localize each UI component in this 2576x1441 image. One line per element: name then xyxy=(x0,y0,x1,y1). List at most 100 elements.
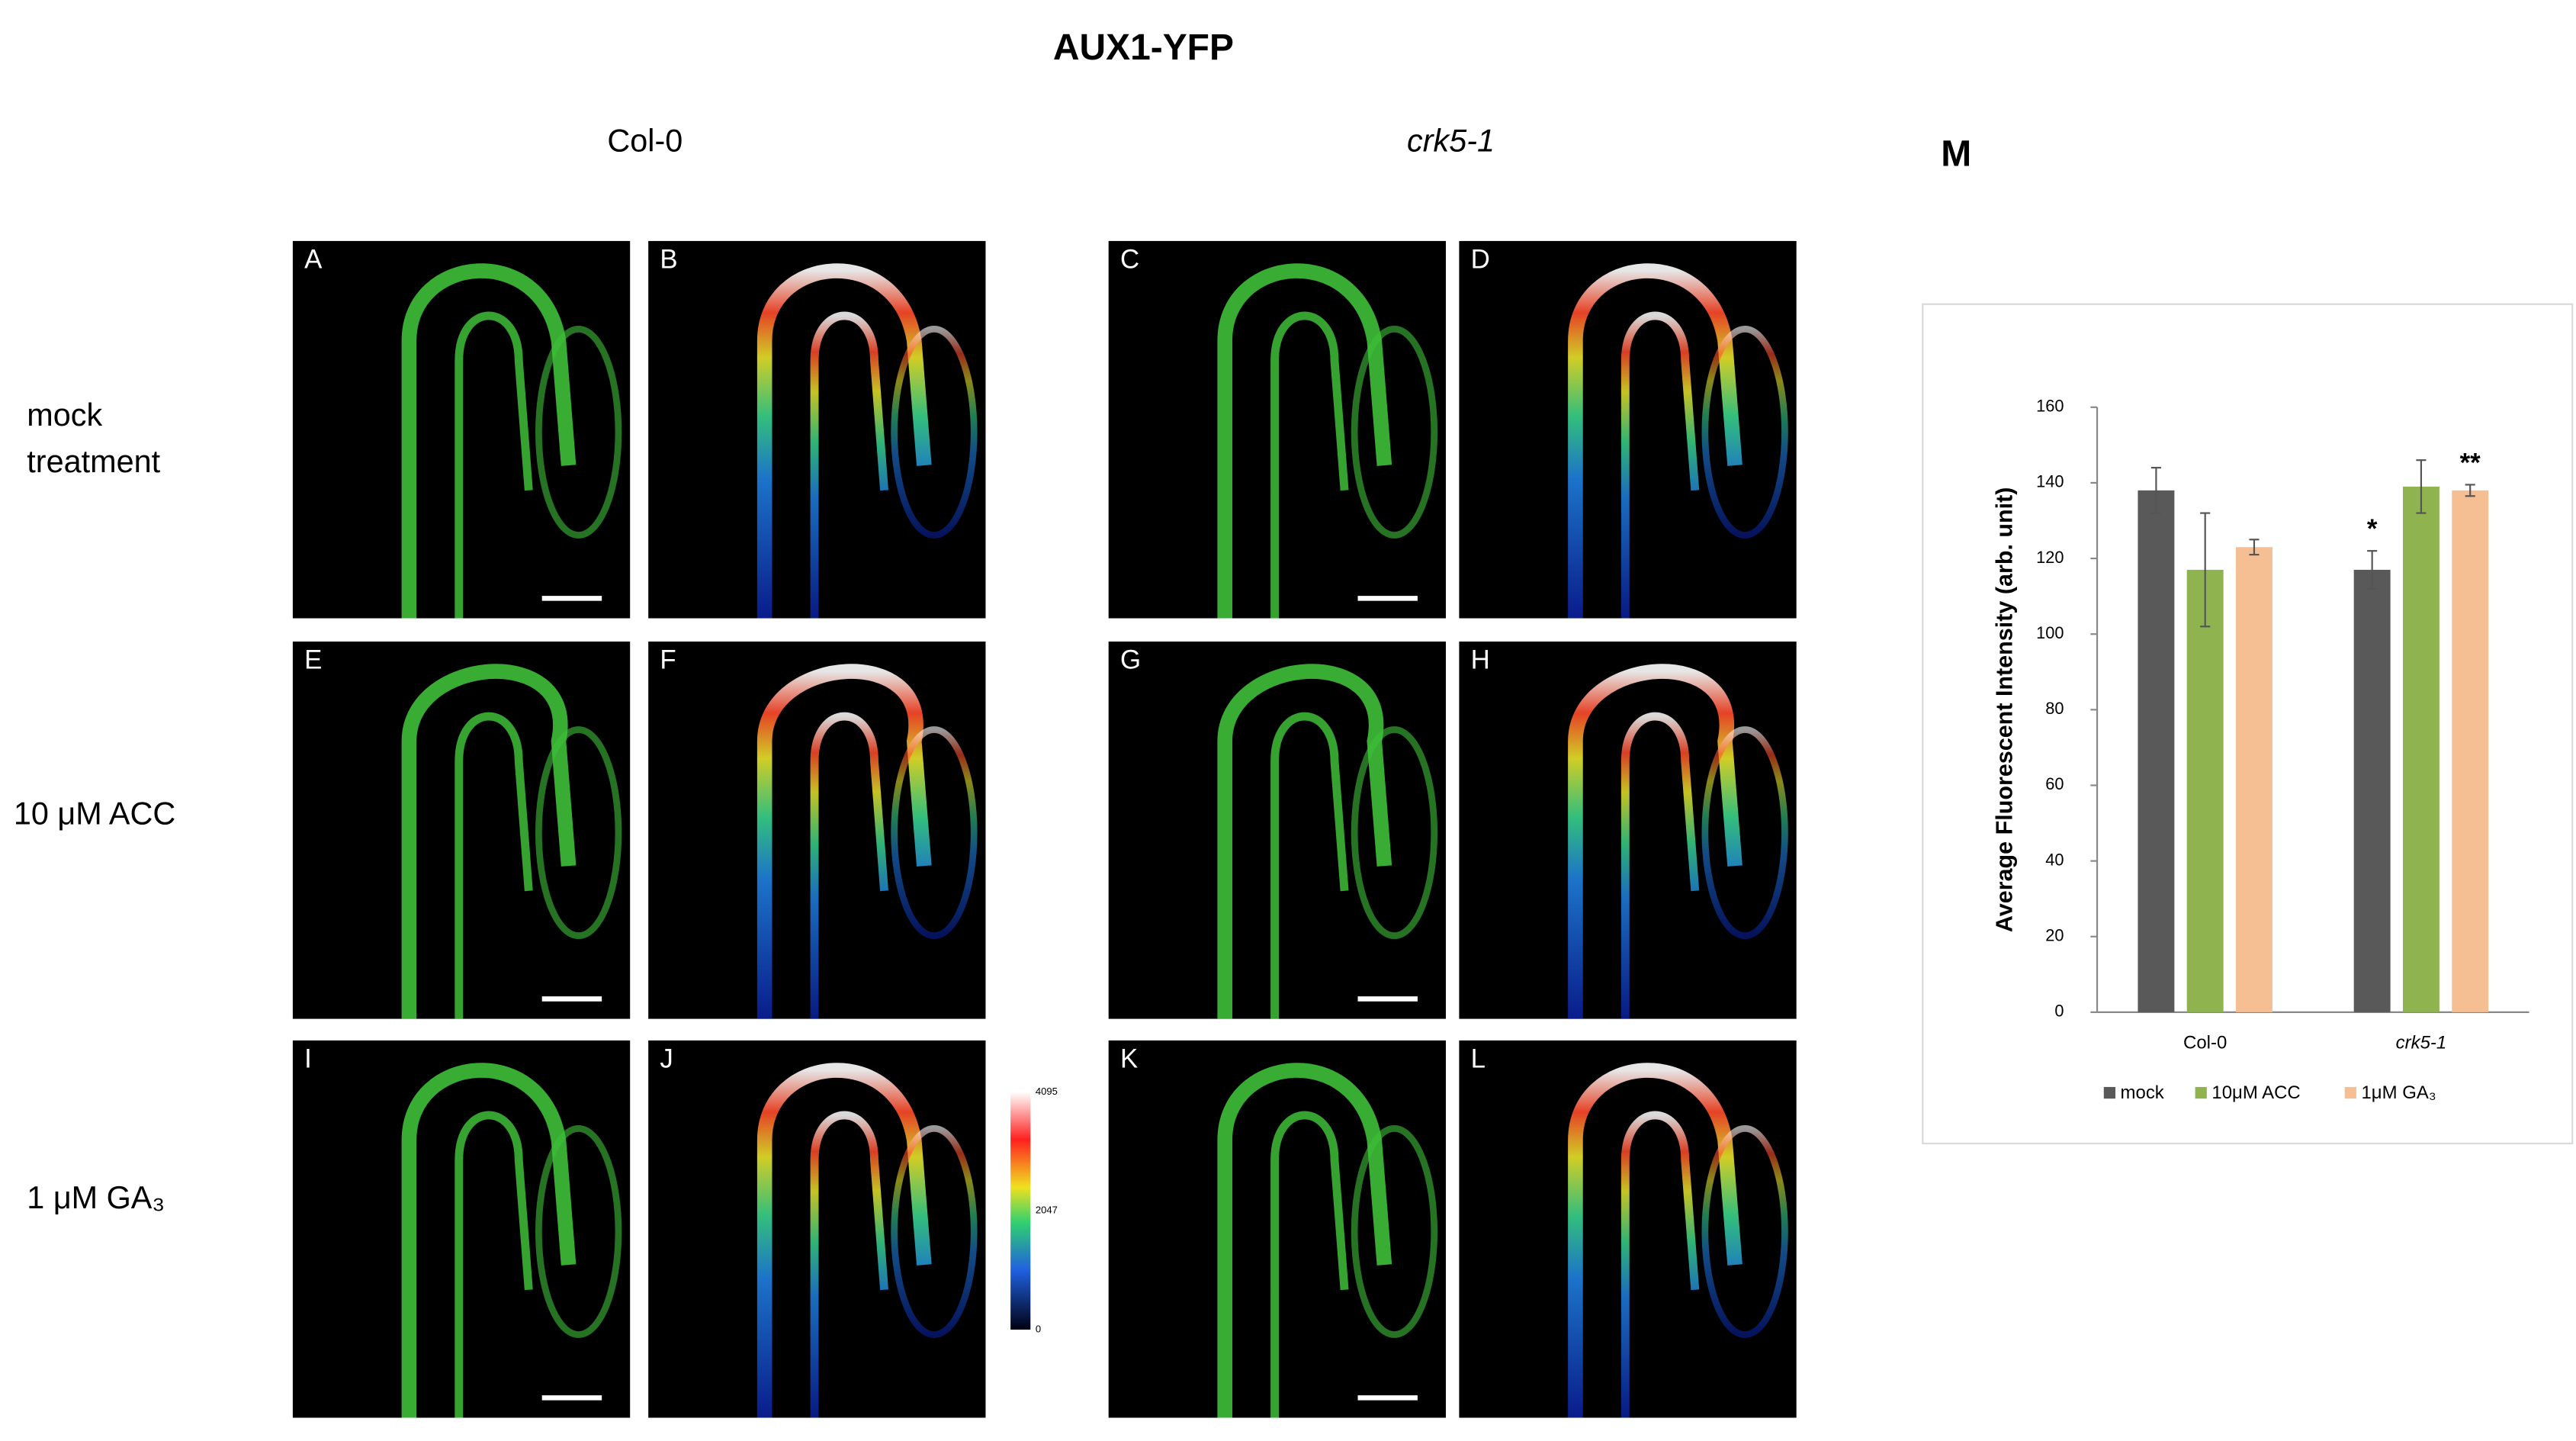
row-label: 1 μM GA₃ xyxy=(27,1180,165,1215)
panel-letter: E xyxy=(304,645,322,674)
cotyledon xyxy=(1701,326,1788,539)
error-bar xyxy=(2416,459,2427,514)
micrograph: D xyxy=(1459,240,1797,619)
error-bar xyxy=(2367,550,2378,590)
row-label: 10 μM ACC xyxy=(14,796,175,831)
figure-title: AUX1-YFP xyxy=(1053,27,1234,68)
micrograph: K xyxy=(1108,1040,1446,1418)
hypocotyl xyxy=(454,311,533,619)
hypocotyl xyxy=(1270,1111,1349,1418)
hypocotyl xyxy=(810,712,888,1019)
hypocotyl xyxy=(1620,1111,1700,1418)
hypocotyl xyxy=(401,263,577,619)
error-bar xyxy=(2200,512,2211,628)
micrograph: A xyxy=(292,240,631,619)
column-label: Col-0 xyxy=(607,123,683,158)
colorbar-label: 2047 xyxy=(1036,1205,1058,1216)
legend-swatch xyxy=(2195,1086,2207,1099)
error-bar xyxy=(2150,467,2161,514)
y-tick-label: 100 xyxy=(2036,623,2064,642)
colorbar-label: 0 xyxy=(1036,1323,1041,1334)
y-tick-label: 140 xyxy=(2036,472,2064,491)
cotyledon xyxy=(1351,726,1438,940)
cotyledon xyxy=(891,326,978,539)
panel-letter: M xyxy=(1941,133,1971,174)
error-bar xyxy=(2249,539,2260,556)
hypocotyl xyxy=(1568,664,1742,1019)
panel-letter: H xyxy=(1471,645,1490,674)
legend-label: 10μM ACC xyxy=(2211,1082,2300,1103)
hypocotyl xyxy=(810,1111,888,1418)
hypocotyl xyxy=(810,311,888,619)
micrograph: I xyxy=(292,1040,631,1418)
significance-mark: * xyxy=(2367,514,2378,544)
panel-letter: A xyxy=(304,244,323,274)
x-tick-label: Col-0 xyxy=(2183,1033,2227,1053)
cotyledon xyxy=(535,326,622,539)
bar xyxy=(2402,486,2439,1012)
panel-letter: C xyxy=(1120,244,1139,274)
micrograph: B xyxy=(648,240,986,619)
y-tick-label: 0 xyxy=(2054,1002,2064,1021)
micrograph: F xyxy=(648,642,986,1019)
hypocotyl xyxy=(454,1111,533,1418)
legend-label: 1μM GA₃ xyxy=(2361,1082,2436,1103)
micrograph: L xyxy=(1459,1040,1797,1418)
colorbar-label: 4095 xyxy=(1036,1086,1058,1097)
y-tick-label: 120 xyxy=(2036,548,2064,567)
column-label: crk5-1 xyxy=(1407,123,1495,158)
y-axis-title: Average Fluorescent Intensity (arb. unit… xyxy=(1991,487,2017,933)
cotyledon xyxy=(1351,326,1438,539)
colorbar xyxy=(1010,1092,1031,1330)
row-label: treatment xyxy=(27,444,160,479)
cotyledon xyxy=(1701,726,1788,940)
hypocotyl xyxy=(1217,1063,1392,1418)
hypocotyl xyxy=(1217,263,1392,619)
y-tick-label: 20 xyxy=(2045,925,2064,944)
micrograph: C xyxy=(1108,240,1446,619)
bar xyxy=(2186,569,2224,1012)
panel-letter: F xyxy=(660,645,676,674)
row-label: mock xyxy=(27,397,102,433)
hypocotyl xyxy=(1217,664,1392,1019)
cotyledon xyxy=(891,1125,978,1338)
y-tick-label: 160 xyxy=(2036,397,2064,416)
hypocotyl xyxy=(401,664,577,1019)
panel-letter: D xyxy=(1471,244,1490,274)
hypocotyl xyxy=(454,712,533,1019)
cotyledon xyxy=(535,1125,622,1338)
bar xyxy=(2138,490,2175,1012)
hypocotyl xyxy=(1568,1063,1742,1418)
y-tick-label: 80 xyxy=(2045,699,2064,718)
legend-label: mock xyxy=(2121,1082,2165,1103)
legend-swatch xyxy=(2344,1086,2356,1099)
bar xyxy=(2353,569,2391,1012)
micrograph: G xyxy=(1108,642,1446,1019)
micrograph: H xyxy=(1459,642,1797,1019)
hypocotyl xyxy=(1620,712,1700,1019)
hypocotyl xyxy=(1270,311,1349,619)
y-tick-label: 60 xyxy=(2045,774,2064,793)
error-bar xyxy=(2465,484,2475,497)
panel-letter: G xyxy=(1120,645,1141,674)
panel-letter: L xyxy=(1471,1044,1486,1073)
hypocotyl xyxy=(1568,263,1742,619)
legend-swatch xyxy=(2103,1086,2116,1099)
micrograph: J xyxy=(648,1040,986,1418)
hypocotyl xyxy=(756,664,932,1019)
hypocotyl xyxy=(1270,712,1349,1019)
micrograph: E xyxy=(292,642,631,1019)
hypocotyl xyxy=(401,1063,577,1418)
hypocotyl xyxy=(756,263,932,619)
panel-letter: I xyxy=(304,1044,312,1073)
cotyledon xyxy=(535,726,622,940)
x-tick-label: crk5-1 xyxy=(2396,1033,2447,1053)
bar xyxy=(2235,547,2272,1012)
y-tick-label: 40 xyxy=(2045,850,2064,869)
panel-letter: B xyxy=(660,244,677,274)
significance-mark: ** xyxy=(2460,448,2481,478)
bar xyxy=(2452,490,2489,1012)
hypocotyl xyxy=(756,1063,932,1418)
